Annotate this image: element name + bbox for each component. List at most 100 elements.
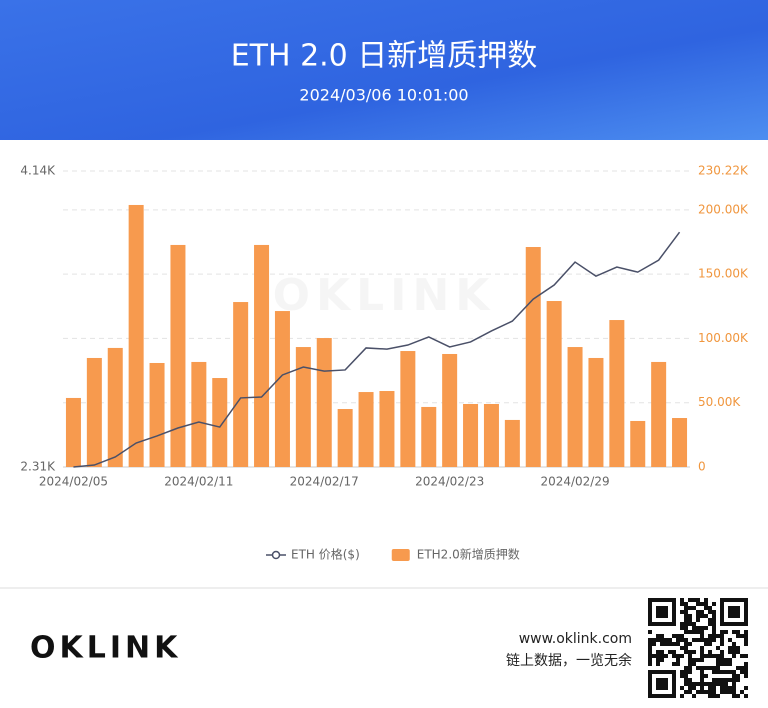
bar — [86, 357, 102, 467]
qr-module — [700, 630, 704, 634]
qr-module — [736, 646, 740, 650]
qr-module — [692, 638, 696, 642]
qr-module — [744, 638, 748, 642]
qr-module — [704, 654, 708, 658]
bar — [463, 403, 479, 467]
qr-module — [684, 610, 688, 614]
qr-module — [700, 650, 704, 654]
qr-module — [664, 642, 668, 646]
qr-module — [692, 662, 696, 666]
qr-module — [708, 686, 712, 690]
qr-module — [684, 626, 688, 630]
qr-module — [684, 618, 688, 622]
qr-module — [692, 630, 696, 634]
qr-module — [744, 686, 748, 690]
qr-module — [672, 654, 676, 658]
qr-module — [712, 634, 716, 638]
qr-module — [728, 686, 732, 690]
qr-module — [696, 690, 700, 694]
qr-module — [700, 682, 704, 686]
qr-module — [704, 598, 708, 602]
qr-module — [720, 654, 724, 658]
qr-module — [724, 670, 728, 674]
qr-module — [676, 634, 680, 638]
qr-module — [700, 658, 704, 662]
qr-module — [724, 690, 728, 694]
watermark: OKLINK — [273, 270, 496, 321]
qr-module — [744, 634, 748, 638]
qr-module — [676, 654, 680, 658]
qr-module — [736, 694, 740, 698]
qr-module — [660, 642, 664, 646]
qr-module — [740, 690, 744, 694]
qr-module — [744, 630, 748, 634]
qr-module — [688, 658, 692, 662]
bar — [128, 204, 144, 467]
qr-module — [680, 626, 684, 630]
legend-label: ETH2.0新增质押数 — [417, 547, 520, 562]
qr-module — [740, 670, 744, 674]
qr-module — [736, 630, 740, 634]
legend-label: ETH 价格($) — [291, 547, 360, 562]
qr-module — [712, 610, 716, 614]
qr-module — [688, 690, 692, 694]
qr-module — [700, 670, 704, 674]
qr-module — [704, 602, 708, 606]
qr-module — [648, 654, 652, 658]
qr-module — [736, 634, 740, 638]
bar — [525, 247, 541, 467]
qr-module — [672, 650, 676, 654]
qr-module — [724, 662, 728, 666]
qr-module — [696, 658, 700, 662]
qr-module — [680, 686, 684, 690]
qr-module — [688, 654, 692, 658]
qr-module — [696, 638, 700, 642]
qr-module — [648, 658, 652, 662]
qr-module — [744, 670, 748, 674]
qr-module — [656, 638, 660, 642]
qr-module — [696, 666, 700, 670]
x-tick-label: 2024/02/23 — [415, 475, 484, 489]
qr-module — [712, 618, 716, 622]
qr-module — [688, 670, 692, 674]
qr-module — [684, 622, 688, 626]
qr-module — [696, 614, 700, 618]
qr-module — [660, 658, 664, 662]
qr-module — [672, 662, 676, 666]
x-tick-label: 2024/02/11 — [164, 475, 233, 489]
qr-module — [680, 694, 684, 698]
qr-module — [668, 638, 672, 642]
qr-module — [716, 658, 720, 662]
qr-module — [708, 682, 712, 686]
qr-module — [744, 694, 748, 698]
qr-module — [732, 646, 736, 650]
qr-module — [688, 614, 692, 618]
qr-module — [676, 638, 680, 642]
qr-module — [692, 686, 696, 690]
bar — [672, 418, 688, 467]
qr-module — [656, 654, 660, 658]
qr-module — [696, 610, 700, 614]
qr-module — [688, 606, 692, 610]
qr-module — [716, 654, 720, 658]
qr-module — [700, 634, 704, 638]
qr-module — [708, 666, 712, 670]
qr-module — [712, 622, 716, 626]
qr-module — [720, 678, 724, 682]
qr-module — [724, 678, 728, 682]
qr-module — [684, 678, 688, 682]
qr-module — [700, 678, 704, 682]
qr-module — [684, 650, 688, 654]
bar — [421, 406, 437, 467]
qr-module — [696, 630, 700, 634]
qr-module — [712, 626, 716, 630]
qr-module — [664, 654, 668, 658]
qr-module — [692, 598, 696, 602]
qr-module — [704, 606, 708, 610]
qr-module — [648, 650, 652, 654]
qr-module — [704, 682, 708, 686]
qr-module — [716, 634, 720, 638]
qr-module — [688, 598, 692, 602]
qr-module — [676, 662, 680, 666]
